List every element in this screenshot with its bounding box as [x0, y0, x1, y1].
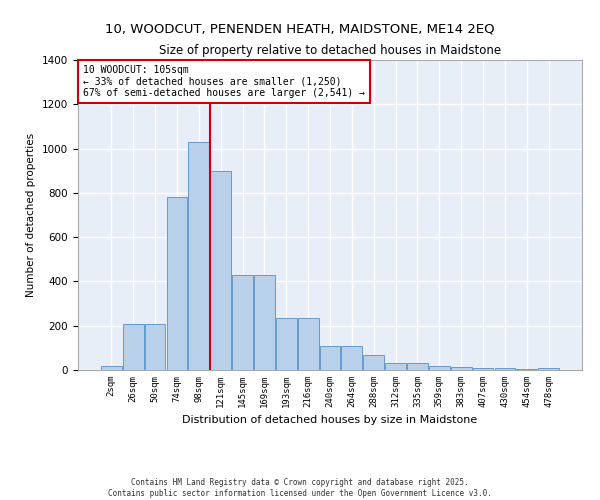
Bar	[473, 368, 493, 370]
Bar	[451, 366, 472, 370]
Bar	[320, 346, 340, 370]
Bar	[517, 369, 537, 370]
Bar	[494, 368, 515, 370]
Bar	[145, 324, 166, 370]
Bar	[254, 275, 275, 370]
Text: 10, WOODCUT, PENENDEN HEATH, MAIDSTONE, ME14 2EQ: 10, WOODCUT, PENENDEN HEATH, MAIDSTONE, …	[105, 22, 495, 36]
Title: Size of property relative to detached houses in Maidstone: Size of property relative to detached ho…	[159, 44, 501, 58]
Bar	[385, 364, 406, 370]
Bar	[407, 364, 428, 370]
Bar	[232, 275, 253, 370]
Bar	[101, 366, 122, 370]
Bar	[188, 142, 209, 370]
Bar	[276, 318, 296, 370]
Bar	[210, 170, 231, 370]
X-axis label: Distribution of detached houses by size in Maidstone: Distribution of detached houses by size …	[182, 416, 478, 426]
Bar	[538, 368, 559, 370]
Bar	[341, 346, 362, 370]
Bar	[167, 198, 187, 370]
Y-axis label: Number of detached properties: Number of detached properties	[26, 133, 37, 297]
Bar	[123, 324, 143, 370]
Bar	[298, 318, 319, 370]
Text: Contains HM Land Registry data © Crown copyright and database right 2025.
Contai: Contains HM Land Registry data © Crown c…	[108, 478, 492, 498]
Bar	[364, 354, 384, 370]
Bar	[429, 366, 450, 370]
Text: 10 WOODCUT: 105sqm
← 33% of detached houses are smaller (1,250)
67% of semi-deta: 10 WOODCUT: 105sqm ← 33% of detached hou…	[83, 64, 365, 98]
